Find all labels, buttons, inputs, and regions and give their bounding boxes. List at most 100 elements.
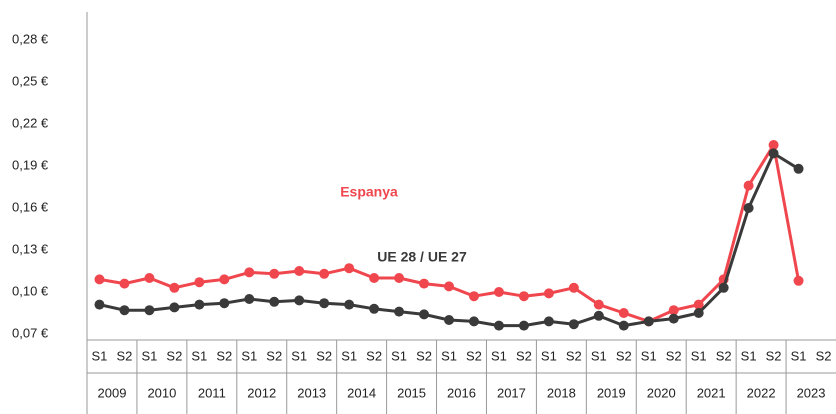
data-point bbox=[119, 278, 130, 289]
data-point bbox=[444, 315, 455, 325]
x-tick-label: S1 bbox=[92, 348, 108, 363]
x-group-label: 2014 bbox=[347, 385, 376, 400]
data-point bbox=[319, 298, 330, 309]
data-point bbox=[269, 296, 280, 307]
x-group-label: 2023 bbox=[797, 385, 826, 400]
x-tick-label: S1 bbox=[741, 348, 757, 363]
series-label: UE 28 / UE 27 bbox=[377, 249, 467, 265]
x-tick-label: S2 bbox=[416, 348, 432, 363]
x-group-label: 2010 bbox=[147, 385, 176, 400]
series-label: Espanya bbox=[340, 184, 398, 200]
data-point bbox=[793, 275, 804, 286]
data-point bbox=[419, 278, 430, 289]
x-group-label: 2019 bbox=[597, 385, 626, 400]
x-tick-label: S1 bbox=[141, 348, 157, 363]
data-point bbox=[668, 305, 679, 316]
x-tick-label: S2 bbox=[316, 348, 332, 363]
x-tick-label: S1 bbox=[691, 348, 707, 363]
x-tick-label: S1 bbox=[591, 348, 607, 363]
data-point bbox=[493, 320, 504, 331]
data-point bbox=[219, 298, 230, 309]
data-point bbox=[468, 291, 479, 302]
y-tick-label: 0,28 € bbox=[12, 31, 49, 46]
data-point bbox=[194, 299, 205, 310]
x-group-label: 2009 bbox=[98, 385, 127, 400]
x-tick-label: S1 bbox=[491, 348, 507, 363]
data-point bbox=[668, 313, 679, 324]
y-tick-label: 0,19 € bbox=[12, 157, 49, 172]
data-point bbox=[144, 305, 155, 316]
x-tick-label: S2 bbox=[716, 348, 732, 363]
data-point bbox=[294, 266, 305, 276]
x-group-label: 2011 bbox=[198, 385, 226, 400]
x-group-label: 2012 bbox=[247, 385, 276, 400]
data-point bbox=[768, 140, 779, 150]
data-point bbox=[768, 148, 779, 159]
data-point bbox=[593, 310, 604, 321]
x-group-label: 2017 bbox=[497, 385, 526, 400]
x-tick-label: S1 bbox=[441, 348, 457, 363]
y-tick-label: 0,13 € bbox=[12, 241, 49, 256]
x-group-label: 2016 bbox=[447, 385, 476, 400]
data-point bbox=[269, 268, 280, 279]
x-tick-label: S2 bbox=[666, 348, 682, 363]
data-point bbox=[419, 309, 430, 320]
data-point bbox=[94, 274, 105, 285]
data-point bbox=[219, 274, 230, 285]
data-point bbox=[169, 282, 180, 293]
data-point bbox=[369, 273, 380, 283]
data-point bbox=[568, 282, 579, 293]
data-point bbox=[319, 268, 330, 279]
data-point bbox=[294, 295, 305, 306]
x-tick-label: S2 bbox=[616, 348, 632, 363]
data-point bbox=[94, 299, 105, 310]
series-line bbox=[99, 143, 801, 323]
data-point bbox=[518, 291, 529, 302]
data-point bbox=[618, 308, 629, 318]
data-point bbox=[369, 303, 380, 314]
data-point bbox=[593, 299, 604, 310]
data-point bbox=[468, 316, 479, 327]
data-point bbox=[693, 299, 704, 310]
x-tick-label: S2 bbox=[216, 348, 232, 363]
x-group-label: 2018 bbox=[547, 385, 576, 400]
data-point bbox=[543, 316, 554, 327]
data-point bbox=[643, 316, 654, 327]
data-point bbox=[344, 299, 355, 310]
y-tick-label: 0,10 € bbox=[12, 283, 49, 298]
data-point bbox=[718, 282, 729, 293]
x-tick-label: S2 bbox=[566, 348, 582, 363]
data-point bbox=[344, 263, 355, 274]
x-tick-label: S2 bbox=[166, 348, 182, 363]
x-tick-label: S1 bbox=[291, 348, 307, 363]
data-point bbox=[543, 288, 554, 299]
x-tick-label: S2 bbox=[766, 348, 782, 363]
y-tick-label: 0,07 € bbox=[12, 325, 49, 340]
x-tick-label: S1 bbox=[641, 348, 657, 363]
data-point bbox=[144, 273, 155, 283]
data-point bbox=[743, 180, 754, 191]
data-point bbox=[244, 294, 255, 304]
data-point bbox=[568, 319, 579, 330]
x-tick-label: S2 bbox=[116, 348, 132, 363]
data-point bbox=[793, 163, 804, 174]
y-tick-label: 0,25 € bbox=[12, 73, 49, 88]
x-tick-label: S2 bbox=[266, 348, 282, 363]
x-group-label: 2021 bbox=[697, 385, 726, 400]
data-point bbox=[693, 308, 704, 318]
x-group-label: 2020 bbox=[647, 385, 676, 400]
data-point bbox=[493, 287, 504, 297]
x-tick-label: S1 bbox=[341, 348, 357, 363]
x-group-label: 2022 bbox=[747, 385, 776, 400]
x-tick-label: S2 bbox=[366, 348, 382, 363]
x-tick-label: S1 bbox=[791, 348, 807, 363]
x-tick-label: S1 bbox=[241, 348, 257, 363]
data-point bbox=[169, 302, 180, 313]
y-tick-label: 0,16 € bbox=[12, 199, 49, 214]
data-point bbox=[618, 320, 629, 331]
x-tick-label: S1 bbox=[391, 348, 407, 363]
x-tick-label: S2 bbox=[816, 348, 832, 363]
data-point bbox=[518, 320, 529, 331]
x-group-label: 2013 bbox=[297, 385, 326, 400]
